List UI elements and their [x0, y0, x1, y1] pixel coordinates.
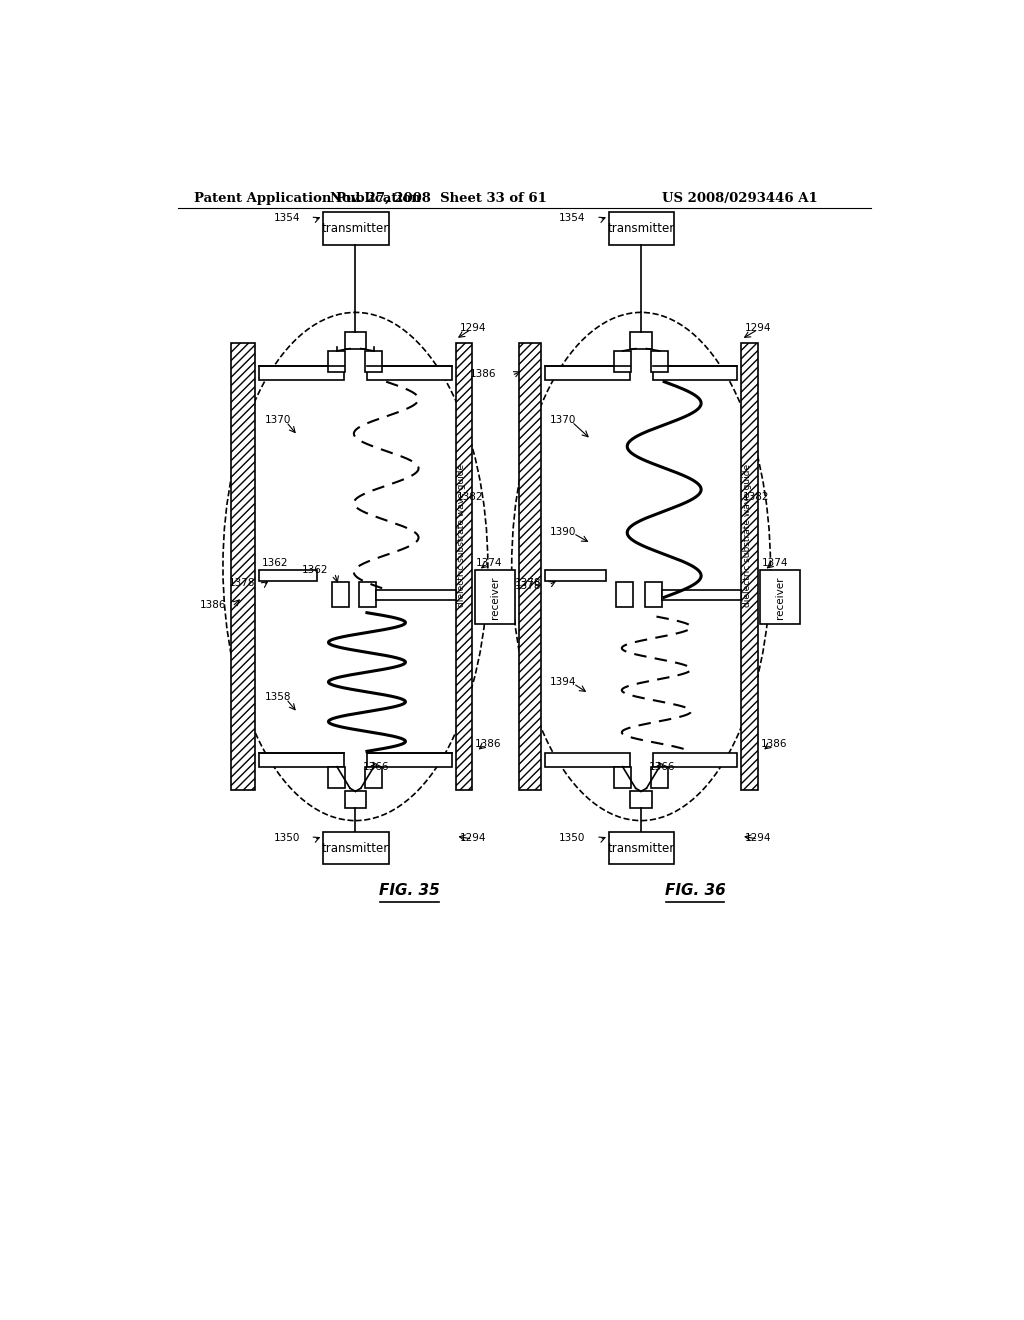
Text: 1354: 1354 — [559, 214, 586, 223]
Text: transmitter: transmitter — [322, 222, 389, 235]
Text: 1370: 1370 — [550, 416, 577, 425]
Bar — [259, 570, 316, 581]
Text: 1362: 1362 — [261, 557, 288, 568]
Bar — [616, 582, 634, 607]
Bar — [645, 582, 662, 607]
Bar — [367, 752, 452, 767]
Bar — [631, 792, 652, 808]
Text: 1354: 1354 — [273, 214, 300, 223]
Text: FIG. 35: FIG. 35 — [379, 883, 439, 899]
Text: 1386: 1386 — [761, 739, 786, 748]
Bar — [614, 767, 631, 788]
Text: 1294: 1294 — [460, 833, 485, 842]
Text: transmitter: transmitter — [607, 842, 675, 855]
Text: transmitter: transmitter — [607, 222, 675, 235]
Bar — [456, 343, 472, 789]
Bar — [545, 752, 630, 767]
Bar — [741, 343, 758, 789]
Bar — [761, 570, 801, 624]
Bar — [259, 752, 344, 767]
Text: dielectric substrate wave guide: dielectric substrate wave guide — [742, 465, 752, 607]
Text: 1358: 1358 — [264, 693, 291, 702]
Bar — [608, 213, 674, 244]
Text: 1294: 1294 — [745, 833, 771, 842]
Bar — [608, 832, 674, 865]
Bar — [367, 367, 452, 380]
Text: receiver: receiver — [775, 576, 785, 619]
Bar — [545, 570, 606, 581]
Bar — [345, 331, 367, 348]
Text: 1362: 1362 — [302, 565, 329, 576]
Bar — [230, 343, 255, 789]
Bar — [631, 331, 652, 348]
Text: 1386: 1386 — [201, 601, 226, 610]
Bar — [545, 367, 630, 380]
Text: US 2008/0293446 A1: US 2008/0293446 A1 — [662, 191, 817, 205]
Bar — [376, 590, 456, 601]
Text: Nov. 27, 2008  Sheet 33 of 61: Nov. 27, 2008 Sheet 33 of 61 — [330, 191, 547, 205]
Bar — [366, 351, 382, 372]
Bar — [614, 351, 631, 372]
Text: FIG. 36: FIG. 36 — [665, 883, 725, 899]
Text: dielectric substrate wave guide: dielectric substrate wave guide — [457, 465, 466, 607]
Bar — [259, 367, 344, 380]
Text: Patent Application Publication: Patent Application Publication — [194, 191, 421, 205]
Text: 1294: 1294 — [745, 323, 771, 333]
Text: 1378: 1378 — [514, 581, 541, 591]
Bar — [651, 767, 668, 788]
Bar — [323, 213, 388, 244]
Text: 1378: 1378 — [228, 578, 255, 589]
Bar — [323, 832, 388, 865]
Bar — [652, 752, 737, 767]
Bar — [359, 582, 376, 607]
Text: 1370: 1370 — [264, 416, 291, 425]
Text: transmitter: transmitter — [322, 842, 389, 855]
Text: 1382: 1382 — [742, 492, 769, 502]
Bar — [519, 343, 541, 789]
Text: 1350: 1350 — [273, 833, 300, 843]
Bar — [329, 351, 345, 372]
Text: 1382: 1382 — [457, 492, 483, 502]
Text: 1390: 1390 — [550, 527, 577, 537]
Text: 1374: 1374 — [476, 557, 503, 568]
Text: 1386: 1386 — [470, 370, 497, 379]
Bar — [366, 767, 382, 788]
Text: 1386: 1386 — [475, 739, 502, 748]
Text: 1366: 1366 — [649, 762, 675, 772]
Bar — [475, 570, 515, 624]
Text: 1294: 1294 — [460, 323, 485, 333]
Text: 1378: 1378 — [514, 578, 541, 589]
Bar — [345, 792, 367, 808]
Bar — [329, 767, 345, 788]
Text: 1350: 1350 — [559, 833, 586, 843]
Bar — [333, 582, 349, 607]
Text: 1366: 1366 — [364, 762, 389, 772]
Text: 1374: 1374 — [762, 557, 788, 568]
Bar — [662, 590, 741, 601]
Text: 1394: 1394 — [550, 677, 577, 686]
Bar — [651, 351, 668, 372]
Text: receiver: receiver — [489, 576, 500, 619]
Bar — [652, 367, 737, 380]
